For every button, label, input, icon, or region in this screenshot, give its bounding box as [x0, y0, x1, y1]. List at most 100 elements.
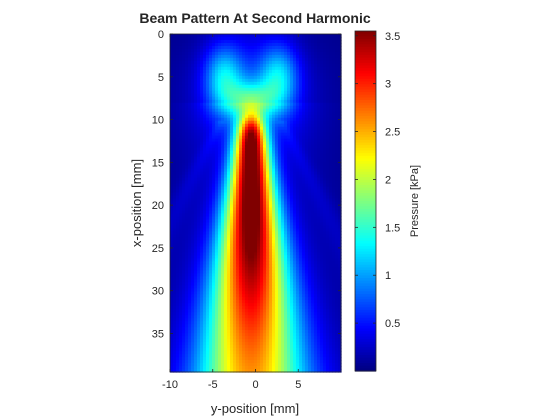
heatmap-cell	[188, 144, 192, 149]
heatmap-cell	[305, 219, 309, 224]
heatmap-cell	[335, 210, 339, 215]
heatmap-cell	[317, 63, 321, 68]
heatmap-cell	[296, 240, 300, 244]
heatmap-cell	[281, 132, 285, 137]
heatmap-cell	[185, 129, 189, 134]
heatmap-cell	[263, 87, 267, 92]
heatmap-cell	[233, 69, 237, 74]
heatmap-cell	[308, 75, 312, 80]
heatmap-cell	[200, 243, 204, 247]
heatmap-cell	[209, 165, 213, 170]
heatmap-cell	[266, 240, 270, 244]
heatmap-cell	[248, 186, 252, 191]
heatmap-cell	[212, 51, 216, 56]
heatmap-cell	[323, 126, 327, 131]
heatmap-cell	[263, 63, 267, 68]
heatmap-cell	[242, 120, 246, 125]
heatmap-cell	[275, 72, 279, 77]
heatmap-cell	[296, 135, 300, 140]
heatmap-cell	[242, 255, 246, 259]
heatmap-cell	[293, 102, 297, 107]
heatmap-cell	[203, 75, 207, 80]
heatmap-cell	[314, 252, 318, 256]
heatmap-cell	[287, 219, 291, 224]
heatmap-cell	[209, 210, 213, 215]
heatmap-cell	[203, 93, 207, 98]
heatmap-cell	[269, 102, 273, 107]
heatmap-cell	[170, 87, 174, 92]
heatmap-cell	[206, 72, 210, 77]
heatmap-cell	[314, 258, 318, 262]
heatmap-cell	[308, 138, 312, 143]
heatmap-cell	[179, 60, 183, 65]
heatmap-cell	[314, 87, 318, 92]
heatmap-cell	[194, 150, 198, 155]
heatmap-cell	[236, 69, 240, 74]
heatmap-cell	[197, 48, 201, 53]
heatmap-cell	[272, 90, 276, 95]
heatmap-cell	[323, 216, 327, 221]
heatmap-cell	[233, 57, 237, 62]
heatmap-cell	[191, 201, 195, 206]
heatmap-cell	[275, 150, 279, 155]
heatmap-cell	[338, 153, 342, 158]
heatmap-cell	[191, 150, 195, 155]
heatmap-cell	[332, 54, 336, 59]
heatmap-cell	[173, 60, 177, 65]
heatmap-cell	[275, 54, 279, 59]
heatmap-cell	[317, 162, 321, 167]
heatmap-cell	[338, 171, 342, 176]
heatmap-cell	[281, 258, 285, 262]
heatmap-cell	[245, 171, 249, 176]
heatmap-cell	[206, 96, 210, 101]
heatmap-cell	[239, 261, 243, 265]
heatmap-cell	[194, 240, 198, 244]
heatmap-cell	[230, 171, 234, 176]
heatmap-cell	[239, 285, 243, 289]
heatmap-cell	[260, 135, 264, 140]
heatmap-cell	[272, 36, 276, 41]
heatmap-cell	[206, 63, 210, 68]
heatmap-cell	[200, 237, 204, 241]
heatmap-cell	[308, 84, 312, 89]
heatmap-cell	[188, 183, 192, 188]
heatmap-cell	[269, 240, 273, 244]
heatmap-cell	[182, 90, 186, 95]
heatmap-cell	[194, 42, 198, 47]
heatmap-cell	[236, 72, 240, 77]
heatmap-cell	[200, 213, 204, 218]
heatmap-cell	[176, 243, 180, 247]
heatmap-cell	[260, 240, 264, 244]
heatmap-cell	[287, 282, 291, 286]
heatmap-cell	[266, 270, 270, 274]
heatmap-cell	[209, 36, 213, 41]
heatmap-cell	[290, 246, 294, 250]
heatmap-cell	[323, 150, 327, 155]
heatmap-cell	[182, 34, 186, 38]
heatmap-cell	[254, 174, 258, 179]
heatmap-cell	[326, 177, 330, 182]
heatmap-cell	[248, 51, 252, 56]
heatmap-cell	[302, 132, 306, 137]
heatmap-cell	[314, 279, 318, 283]
heatmap-cell	[173, 72, 177, 77]
heatmap-cell	[212, 36, 216, 41]
heatmap-cell	[242, 66, 246, 71]
heatmap-cell	[332, 249, 336, 253]
heatmap-cell	[254, 60, 258, 65]
heatmap-cell	[329, 90, 333, 95]
heatmap-cell	[218, 222, 222, 227]
heatmap-cell	[221, 240, 225, 244]
heatmap-cell	[314, 147, 318, 152]
heatmap-cell	[209, 45, 213, 50]
heatmap-cell	[185, 120, 189, 125]
heatmap-cell	[203, 99, 207, 104]
heatmap-cell	[221, 177, 225, 182]
heatmap-cell	[182, 183, 186, 188]
heatmap-cell	[308, 252, 312, 256]
heatmap-cell	[233, 75, 237, 80]
heatmap-cell	[326, 63, 330, 68]
heatmap-cell	[290, 111, 294, 116]
heatmap-cell	[335, 81, 339, 86]
heatmap-cell	[191, 291, 195, 295]
